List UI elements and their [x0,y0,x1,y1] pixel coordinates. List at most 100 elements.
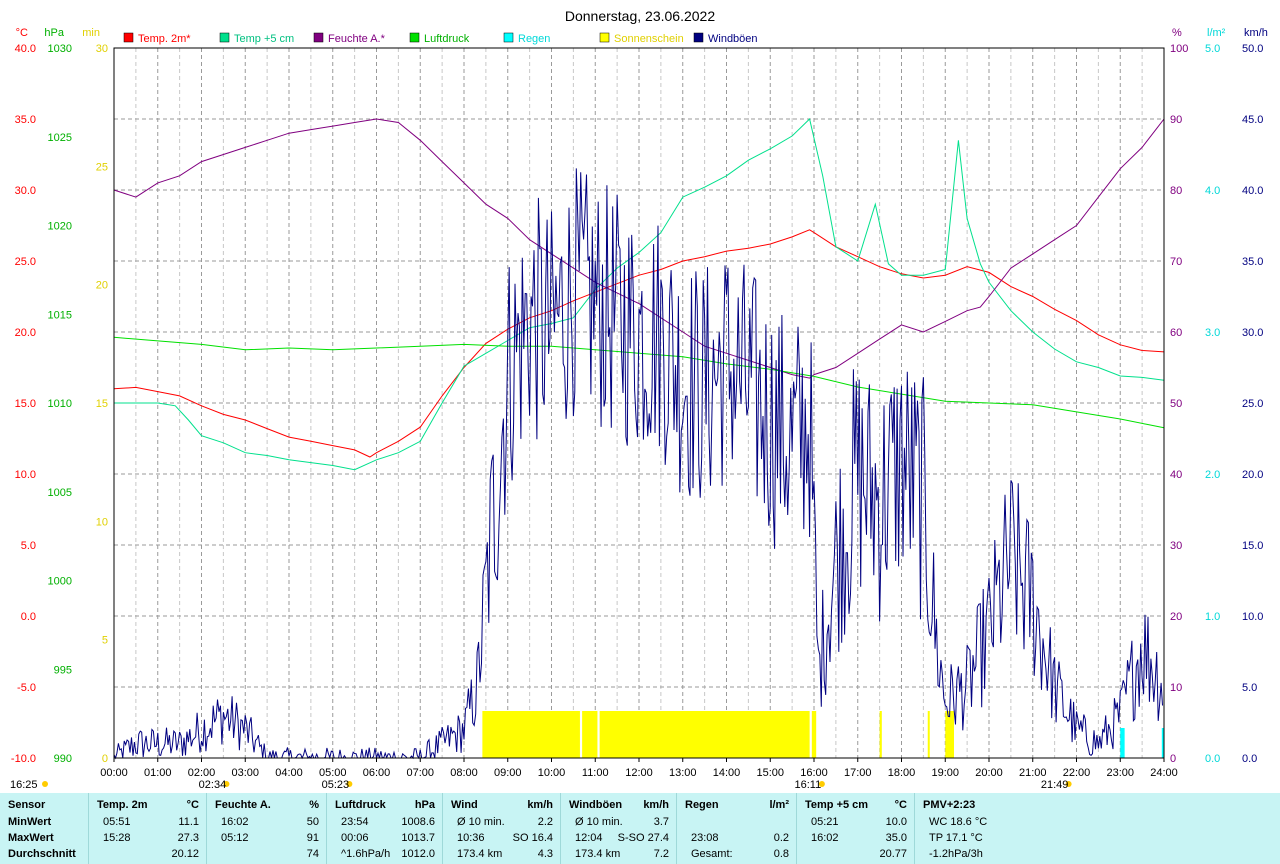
time-marker-label: 21:49 [1041,779,1069,791]
summary-cell-label: MinWert [8,816,52,828]
summary-section: Wind km/h Ø 10 min. 2.2 10:36 SO 16.4 173.4 km… [442,793,561,864]
legend: Temp. 2m* Temp +5 cm Feuchte A.* Luftdruck R… [123,32,758,45]
summary-cell-label: Ø 10 min. [457,816,505,828]
summary-cell-direction: SO 16.4 [512,832,553,844]
axes: 00:00 01:00 02:00 03:00 04:00 05:00 06:00 07:00… [11,27,1268,779]
summary-cell-value: 35.0 [885,832,907,844]
chart-title: Donnerstag, 23.06.2022 [565,8,715,24]
summary-cell-value: 11.1 [178,816,199,828]
legend-swatch [219,32,230,43]
legend-swatch [693,32,704,43]
x-tick-label: 09:00 [494,767,522,779]
rain-unit-label: l/m² [1207,27,1226,39]
summary-unit: l/m² [769,799,789,811]
series-line-temp-2m [113,229,1165,458]
summary-cell-value: 91 [306,832,319,844]
summary-cell-label: Gesamt: [691,848,733,860]
legend-label: Luftdruck [424,33,470,45]
wind-unit-label: km/h [1244,27,1268,39]
wind-tick-label: 25.0 [1242,398,1263,410]
pressure-tick-label: 1015 [48,309,72,321]
sunshine-bar [582,711,598,758]
temp-tick-label: 35.0 [15,114,36,126]
pressure-tick-label: 990 [54,753,72,765]
plot-frame [113,47,1165,759]
summary-cell-label: WC 18.6 °C [929,816,988,828]
summary-cell-label: 05:51 [103,816,131,828]
humidity-tick-label: 70 [1170,256,1182,268]
x-tick-label: 20:00 [975,767,1003,779]
summary-section: Sensor MinWert MaxWert Durchschnitt [0,793,88,864]
x-tick-label: 18:00 [888,767,916,779]
pressure-tick-label: 1025 [48,132,72,144]
wind-tick-label: 5.0 [1242,682,1257,694]
series-line-luftdruck [113,336,1165,429]
summary-unit: °C [186,799,199,811]
x-tick-label: 11:00 [582,767,609,779]
pressure-tick-label: 1000 [48,576,72,588]
summary-cell-label: 23:54 [341,816,369,828]
pressure-unit-label: hPa [44,27,64,39]
time-markers: 02:34 05:23 16:11 21:49 16:25 [10,779,1072,791]
sun-tick-label: 25 [96,161,108,173]
summary-cell-value: 27.3 [177,832,199,844]
summary-cell-value: 0.2 [773,832,789,844]
summary-section: Temp. 2m °C 05:51 11.1 15:28 27.3 20.12 [88,793,207,864]
summary-cell-label: 10:36 [457,832,485,844]
pressure-tick-label: 1030 [48,43,72,55]
summary-header: Windböen [569,799,623,811]
sunshine-bar [879,711,882,758]
x-tick-label: 19:00 [931,767,959,779]
humidity-tick-label: 10 [1170,682,1182,694]
time-marker-dot [346,781,353,787]
temp-tick-label: -5.0 [17,682,36,694]
summary-cell-value: 20.12 [171,848,199,860]
temp-tick-label: 20.0 [15,327,36,339]
wind-tick-label: 45.0 [1242,114,1263,126]
summary-cell-value: 1008.6 [401,816,435,828]
humidity-tick-label: 0 [1170,753,1176,765]
humidity-tick-label: 40 [1170,469,1182,481]
summary-cell-label: 16:02 [221,816,249,828]
pressure-tick-label: 1010 [48,398,72,410]
legend-label: Windböen [708,33,758,45]
pressure-tick-label: 1005 [48,487,72,499]
time-marker-dot [223,781,230,787]
legend-swatch [123,32,134,43]
legend-swatch [503,32,514,43]
sun-tick-label: 5 [102,635,108,647]
summary-section: Regen l/m² 23:08 0.2 Gesamt: 0.8 [676,793,797,864]
legend-label: Sonnenschein [614,33,684,45]
wind-tick-label: 50.0 [1242,43,1263,55]
sun-tick-label: 10 [96,516,108,528]
time-marker-dot [818,781,825,787]
humidity-tick-label: 20 [1170,611,1182,623]
summary-cell-label: 05:12 [221,832,249,844]
temp-tick-label: 5.0 [21,540,36,552]
pressure-tick-label: 995 [54,664,72,676]
weather-chart: Donnerstag, 23.06.2022 Temp. 2m* Temp +5 … [10,8,1268,791]
wind-tick-label: 20.0 [1242,469,1263,481]
summary-unit: km/h [643,799,669,811]
x-tick-label: 05:00 [319,767,347,779]
humidity-tick-label: 60 [1170,327,1182,339]
summary-cell-label: -1.2hPa/3h [929,848,983,860]
wind-tick-label: 35.0 [1242,256,1263,268]
summary-cell-value: 2.2 [537,816,553,828]
series-layer [113,118,1165,760]
legend-label: Regen [518,33,550,45]
legend-label: Temp +5 cm [234,33,294,45]
sun-tick-label: 15 [96,398,108,410]
wind-tick-label: 30.0 [1242,327,1263,339]
summary-cell-label: 12:04 [575,832,603,844]
rain-bar [1161,728,1164,758]
summary-header: Temp. 2m [97,799,148,811]
summary-cell-value: 4.3 [537,848,553,860]
temp-tick-label: 40.0 [15,43,36,55]
wind-tick-label: 10.0 [1242,611,1263,623]
summary-cell-value: 20.77 [879,848,907,860]
sunshine-bar [482,711,580,758]
summary-section: Feuchte A.% 16:02 50 05:12 91 74 [206,793,327,864]
rain-tick-label: 2.0 [1205,469,1220,481]
time-marker-dot [1065,781,1072,787]
